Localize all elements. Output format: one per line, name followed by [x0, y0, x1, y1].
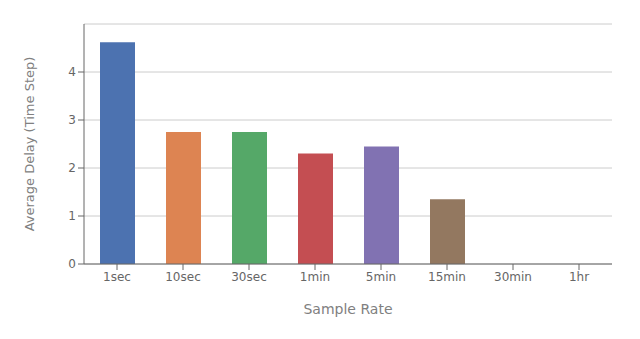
svg-text:1sec: 1sec [103, 270, 131, 284]
svg-text:1hr: 1hr [569, 270, 589, 284]
svg-text:3: 3 [68, 113, 76, 127]
svg-text:1min: 1min [300, 270, 330, 284]
svg-text:4: 4 [68, 65, 76, 79]
svg-text:1: 1 [68, 209, 76, 223]
svg-text:30sec: 30sec [231, 270, 267, 284]
svg-text:0: 0 [68, 257, 76, 271]
svg-text:30min: 30min [494, 270, 532, 284]
svg-text:Average Delay (Time Step): Average Delay (Time Step) [22, 57, 37, 232]
svg-text:2: 2 [68, 161, 76, 175]
svg-text:10sec: 10sec [165, 270, 201, 284]
svg-text:Sample Rate: Sample Rate [303, 301, 392, 317]
svg-text:15min: 15min [428, 270, 466, 284]
svg-text:5min: 5min [366, 270, 396, 284]
